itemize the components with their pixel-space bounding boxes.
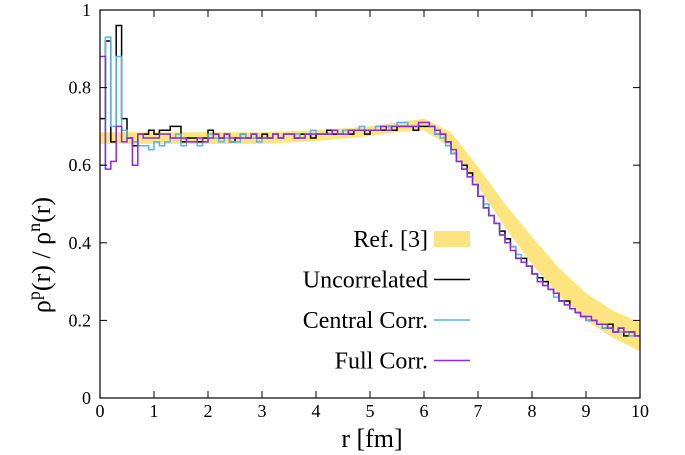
x-tick-label: 7 (474, 401, 483, 421)
y-label-sup-p: p (24, 291, 44, 300)
x-tick-label: 2 (204, 401, 213, 421)
y-label-mid: (r) / ρ (27, 232, 56, 291)
legend-label: Central Corr. (303, 308, 428, 334)
legend-label: Uncorrelated (303, 268, 428, 294)
y-label-sup-n: n (24, 223, 44, 232)
axes-layer: 0 1 2 3 4 5 6 7 8 9 10 0 0.2 0.4 0.6 0.8 1 (69, 0, 650, 421)
y-tick-label: 1 (82, 0, 91, 20)
x-tick-label: 8 (528, 401, 537, 421)
y-axis-label: ρp(r) / ρn(r) (24, 197, 56, 313)
legend: Ref. [3] Uncorrelated Central Corr. Full Co… (303, 227, 470, 375)
y-tick-label: 0.6 (69, 155, 92, 175)
x-tick-label: 5 (366, 401, 375, 421)
x-tick-label: 4 (312, 401, 321, 421)
legend-label: Ref. [3] (353, 227, 428, 253)
legend-swatch (434, 231, 470, 247)
x-tick-label: 6 (420, 401, 429, 421)
x-axis-label: r [fm] (341, 424, 402, 453)
series-layer (100, 24, 640, 337)
x-tick-label: 0 (96, 401, 105, 421)
series-full-corr (100, 55, 640, 337)
y-tick-label: 0.4 (69, 233, 92, 253)
y-label-rho-p: ρ (27, 300, 56, 313)
y-tick-label: 0.8 (69, 78, 92, 98)
y-label-end: (r) (27, 197, 56, 223)
x-tick-label: 1 (150, 401, 159, 421)
plot-frame (99, 9, 641, 399)
legend-label: Full Corr. (335, 349, 428, 375)
x-tick-label: 9 (582, 401, 591, 421)
y-tick-label: 0.2 (69, 310, 92, 330)
x-tick-label: 3 (258, 401, 267, 421)
y-tick-label: 0 (82, 388, 91, 408)
x-tick-label: 10 (631, 401, 649, 421)
